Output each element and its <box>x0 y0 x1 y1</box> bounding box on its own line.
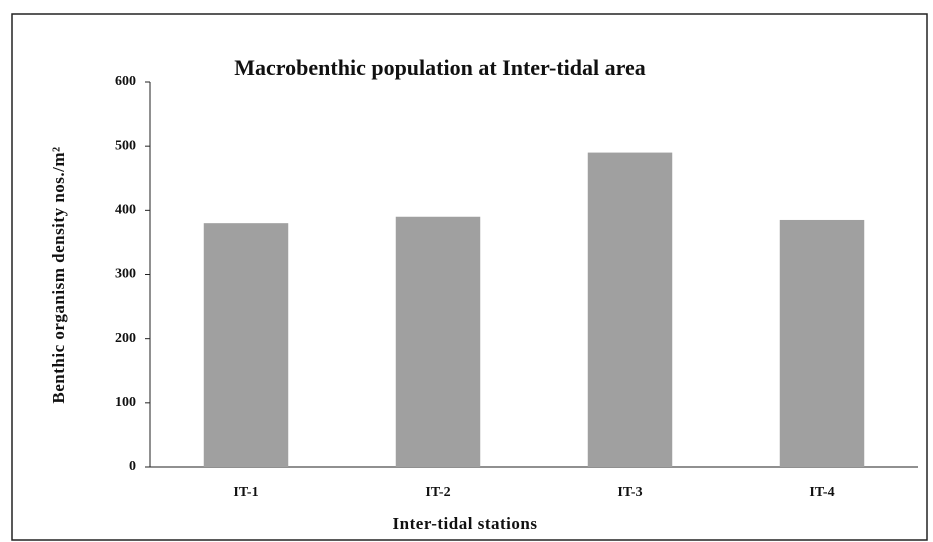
y-tick-label: 100 <box>115 395 136 410</box>
bar <box>203 223 289 467</box>
x-tick-label: IT-1 <box>233 485 258 500</box>
x-tick-label: IT-2 <box>425 485 450 500</box>
x-tick-label: IT-4 <box>809 485 834 500</box>
chart-title: Macrobenthic population at Inter-tidal a… <box>234 55 645 80</box>
x-tick-label: IT-3 <box>617 485 642 500</box>
y-tick-label: 600 <box>115 74 136 89</box>
x-axis-title: Inter-tidal stations <box>393 514 538 533</box>
y-tick-label: 400 <box>115 203 136 218</box>
y-tick-label: 300 <box>115 267 136 282</box>
y-tick-label: 200 <box>115 331 136 346</box>
y-axis-title: Benthic organism density nos./m² <box>49 146 68 403</box>
bar <box>395 216 481 467</box>
y-tick-label: 0 <box>129 459 136 474</box>
y-tick-label: 500 <box>115 138 136 153</box>
bar <box>587 152 673 468</box>
bar <box>779 219 865 467</box>
